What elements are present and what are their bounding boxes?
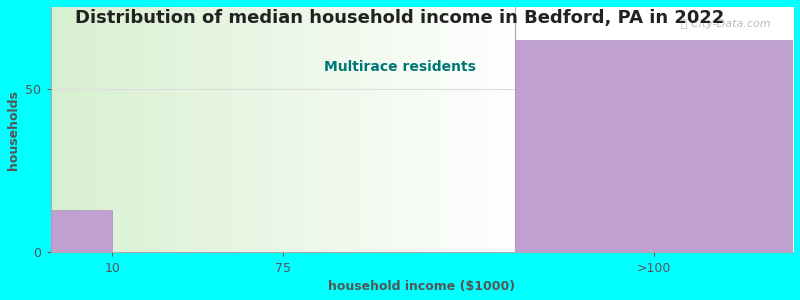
Text: ⓘ City-Data.com: ⓘ City-Data.com [681, 19, 770, 29]
Text: Multirace residents: Multirace residents [324, 60, 476, 74]
Bar [50, 210, 113, 253]
X-axis label: household income ($1000): household income ($1000) [328, 280, 515, 293]
Text: Distribution of median household income in Bedford, PA in 2022: Distribution of median household income … [75, 9, 725, 27]
Bar [514, 40, 793, 253]
Y-axis label: households: households [7, 90, 20, 170]
